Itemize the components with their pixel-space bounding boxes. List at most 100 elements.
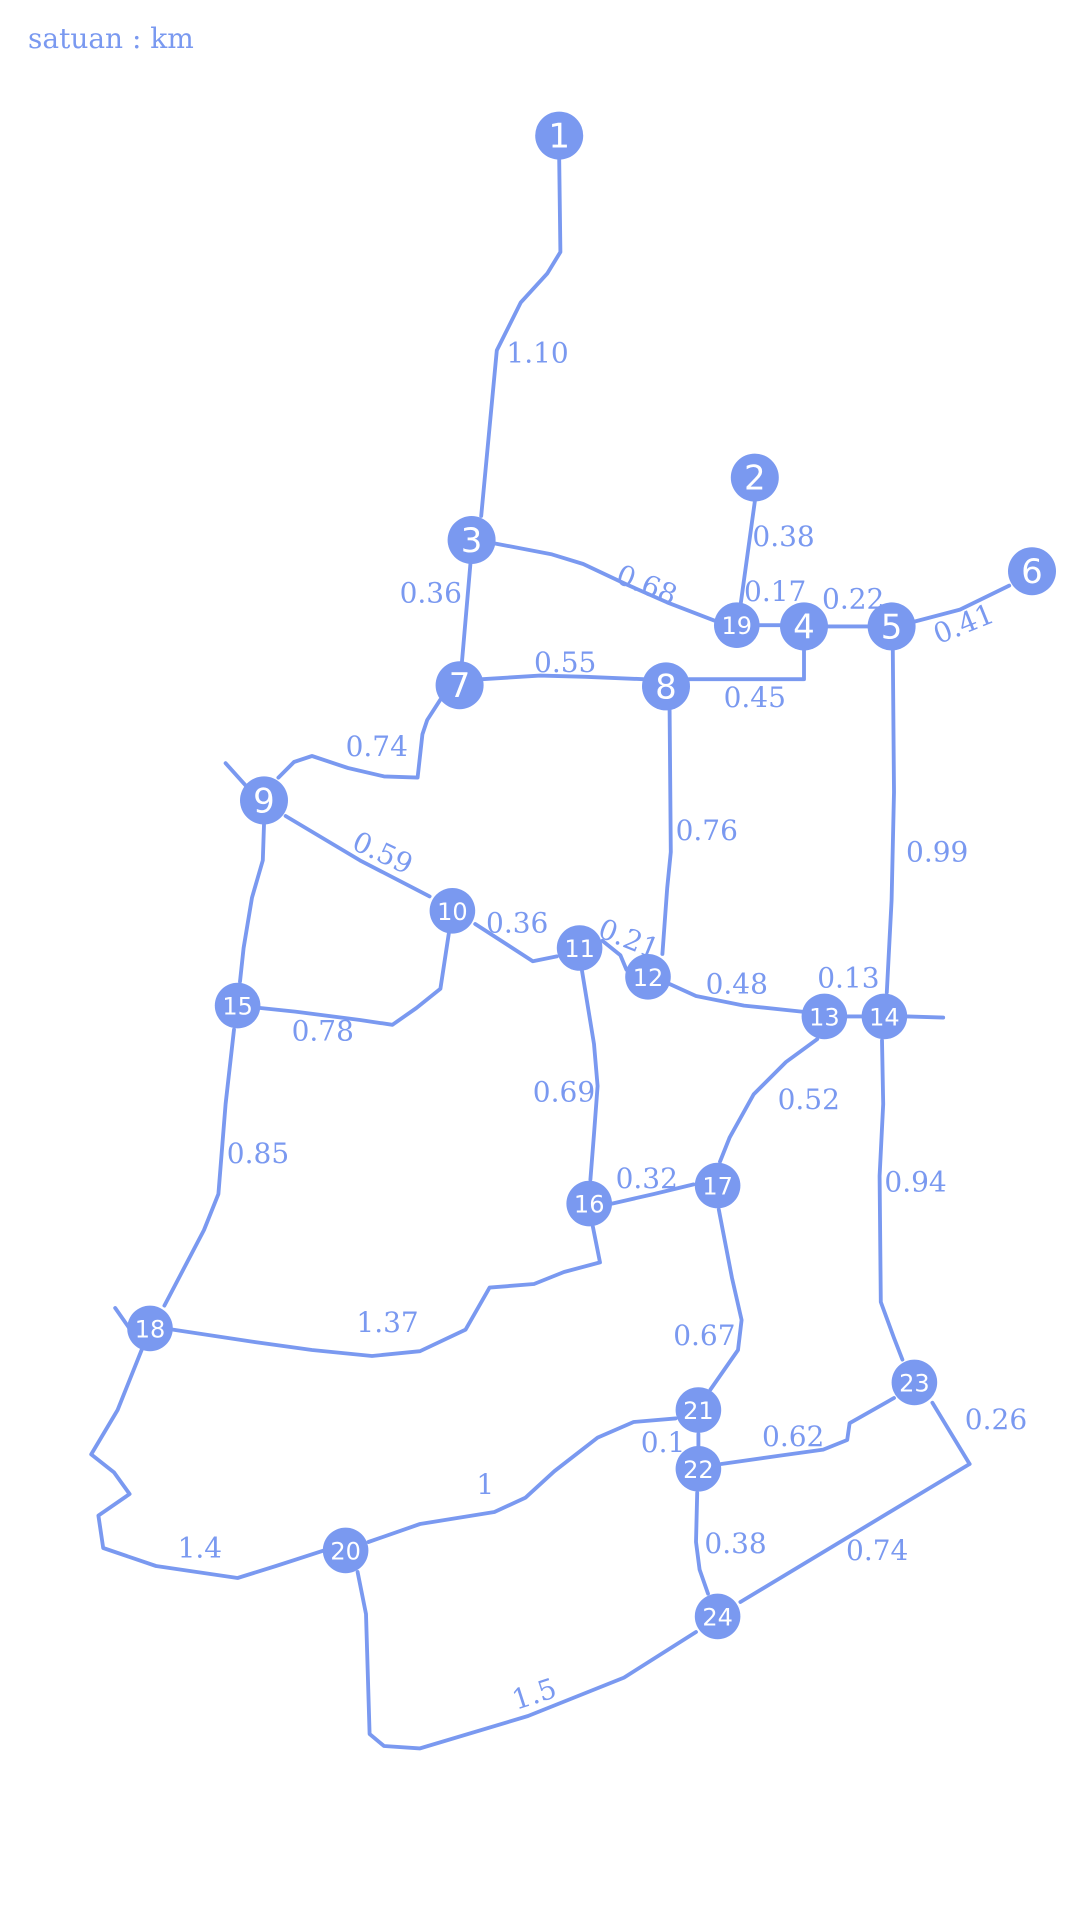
node-13: 13 [801,993,848,1040]
road-segment [170,1224,602,1358]
edge-label-3-19: 0.68 [612,558,682,612]
node-circle [1008,547,1056,596]
edge-label-14-23: 0.94 [884,1166,946,1199]
edge-label-18-20: 1.4 [178,1532,223,1565]
node-label: 15 [222,993,253,1021]
node-circle [240,776,288,825]
node-circle [861,993,908,1040]
node-label: 10 [437,898,468,926]
node-label: 6 [1021,552,1043,592]
node-5: 5 [867,602,916,651]
edge-label-10-11: 0.36 [486,906,548,939]
road-segment [223,761,250,790]
road-segment [162,1027,236,1308]
node-18: 18 [127,1305,173,1352]
node-label: 13 [809,1003,840,1031]
edge-label-20-24: 1.5 [508,1672,561,1717]
road-segment [479,157,563,518]
edge-label-24-23: 0.74 [846,1534,908,1567]
node-23: 23 [891,1359,938,1406]
node-circle [625,954,671,1000]
node-1: 1 [535,111,584,160]
edge-label-21-22: 0.1 [641,1426,686,1459]
edge-label-22-24: 0.38 [704,1527,766,1560]
node-20: 20 [322,1527,369,1574]
edge-label-11-16: 0.69 [533,1076,595,1109]
road-segment [473,922,559,964]
node-label: 8 [655,667,677,707]
edge-label-1-3: 1.10 [506,336,568,369]
road-segment [580,968,600,1182]
node-12: 12 [625,954,671,1000]
node-circle [891,1359,938,1406]
node-label: 4 [793,607,815,647]
node-label: 9 [253,781,275,821]
node-circle [447,516,496,564]
edge-label-4-5: 0.22 [822,582,884,615]
node-17: 17 [694,1162,741,1209]
road-segment [877,1038,905,1362]
road-segment [718,1037,820,1164]
node-circle [322,1527,369,1574]
node-label: 20 [330,1537,361,1565]
node-circle [429,888,476,934]
edge-label-21-20: 1 [476,1468,494,1501]
node-label: 11 [564,935,595,963]
unit-label: satuan : km [28,22,194,55]
road-segment [600,938,629,972]
node-label: 12 [633,964,664,992]
node-circle [556,925,603,971]
road-segment [667,982,804,1014]
road-segment [258,931,451,1027]
node-label: 3 [461,521,483,561]
road-segment [276,697,443,780]
node-22: 22 [675,1446,722,1492]
node-circle [714,602,760,648]
edge-label-13-14: 0.13 [817,962,879,995]
node-circle [127,1305,173,1352]
node-24: 24 [694,1593,741,1640]
node-circle [642,662,690,711]
node-label: 14 [869,1003,900,1031]
edge-label-22-23: 0.62 [762,1420,824,1453]
node-label: 17 [702,1173,733,1201]
node-10: 10 [429,888,476,934]
edge-label-2-19: 0.38 [752,520,814,553]
edge-label-17-21: 0.67 [673,1319,735,1352]
node-circle [694,1593,741,1640]
node-circle [801,993,848,1040]
node-circle [566,1180,612,1227]
node-19: 19 [714,602,760,648]
node-label: 1 [548,117,570,157]
node-11: 11 [556,925,603,971]
node-circle [435,661,484,710]
node-15: 15 [214,982,261,1029]
road-segment [738,1462,972,1604]
node-label: 19 [722,612,753,640]
road-segment [238,822,266,984]
road-segment [355,1570,698,1751]
edge-label-12-13: 0.48 [706,968,768,1001]
edge-label-7-8: 0.55 [534,646,596,679]
road-segment [366,1416,678,1544]
road-segment [460,562,473,664]
node-circle [730,453,779,502]
road-segment [884,648,896,995]
node-label: 5 [881,607,903,647]
edge-label-5-6: 0.41 [929,597,999,651]
road-segment [493,541,716,623]
edge-label-19-4: 0.17 [744,575,806,608]
node-9: 9 [240,776,288,825]
node-circle [675,1446,722,1492]
node-circle [867,602,916,651]
node-16: 16 [566,1180,612,1227]
road-segment [912,583,1012,624]
road-segment [694,1490,710,1596]
node-label: 24 [702,1603,733,1631]
road-segment [610,1182,696,1206]
road-segment [719,1396,896,1466]
node-label: 21 [683,1397,714,1425]
road-segment [283,814,432,899]
road-segment [686,648,806,682]
